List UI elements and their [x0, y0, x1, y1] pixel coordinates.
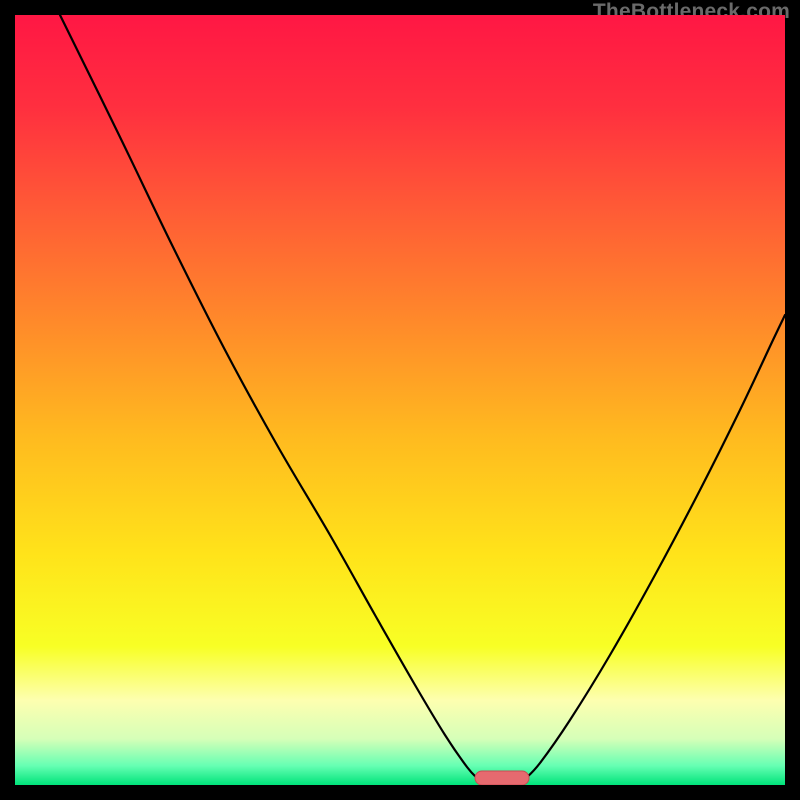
gradient-background [15, 15, 785, 785]
bottleneck-chart [15, 15, 785, 785]
chart-container: TheBottleneck.com [0, 0, 800, 800]
bottleneck-marker [475, 771, 529, 785]
